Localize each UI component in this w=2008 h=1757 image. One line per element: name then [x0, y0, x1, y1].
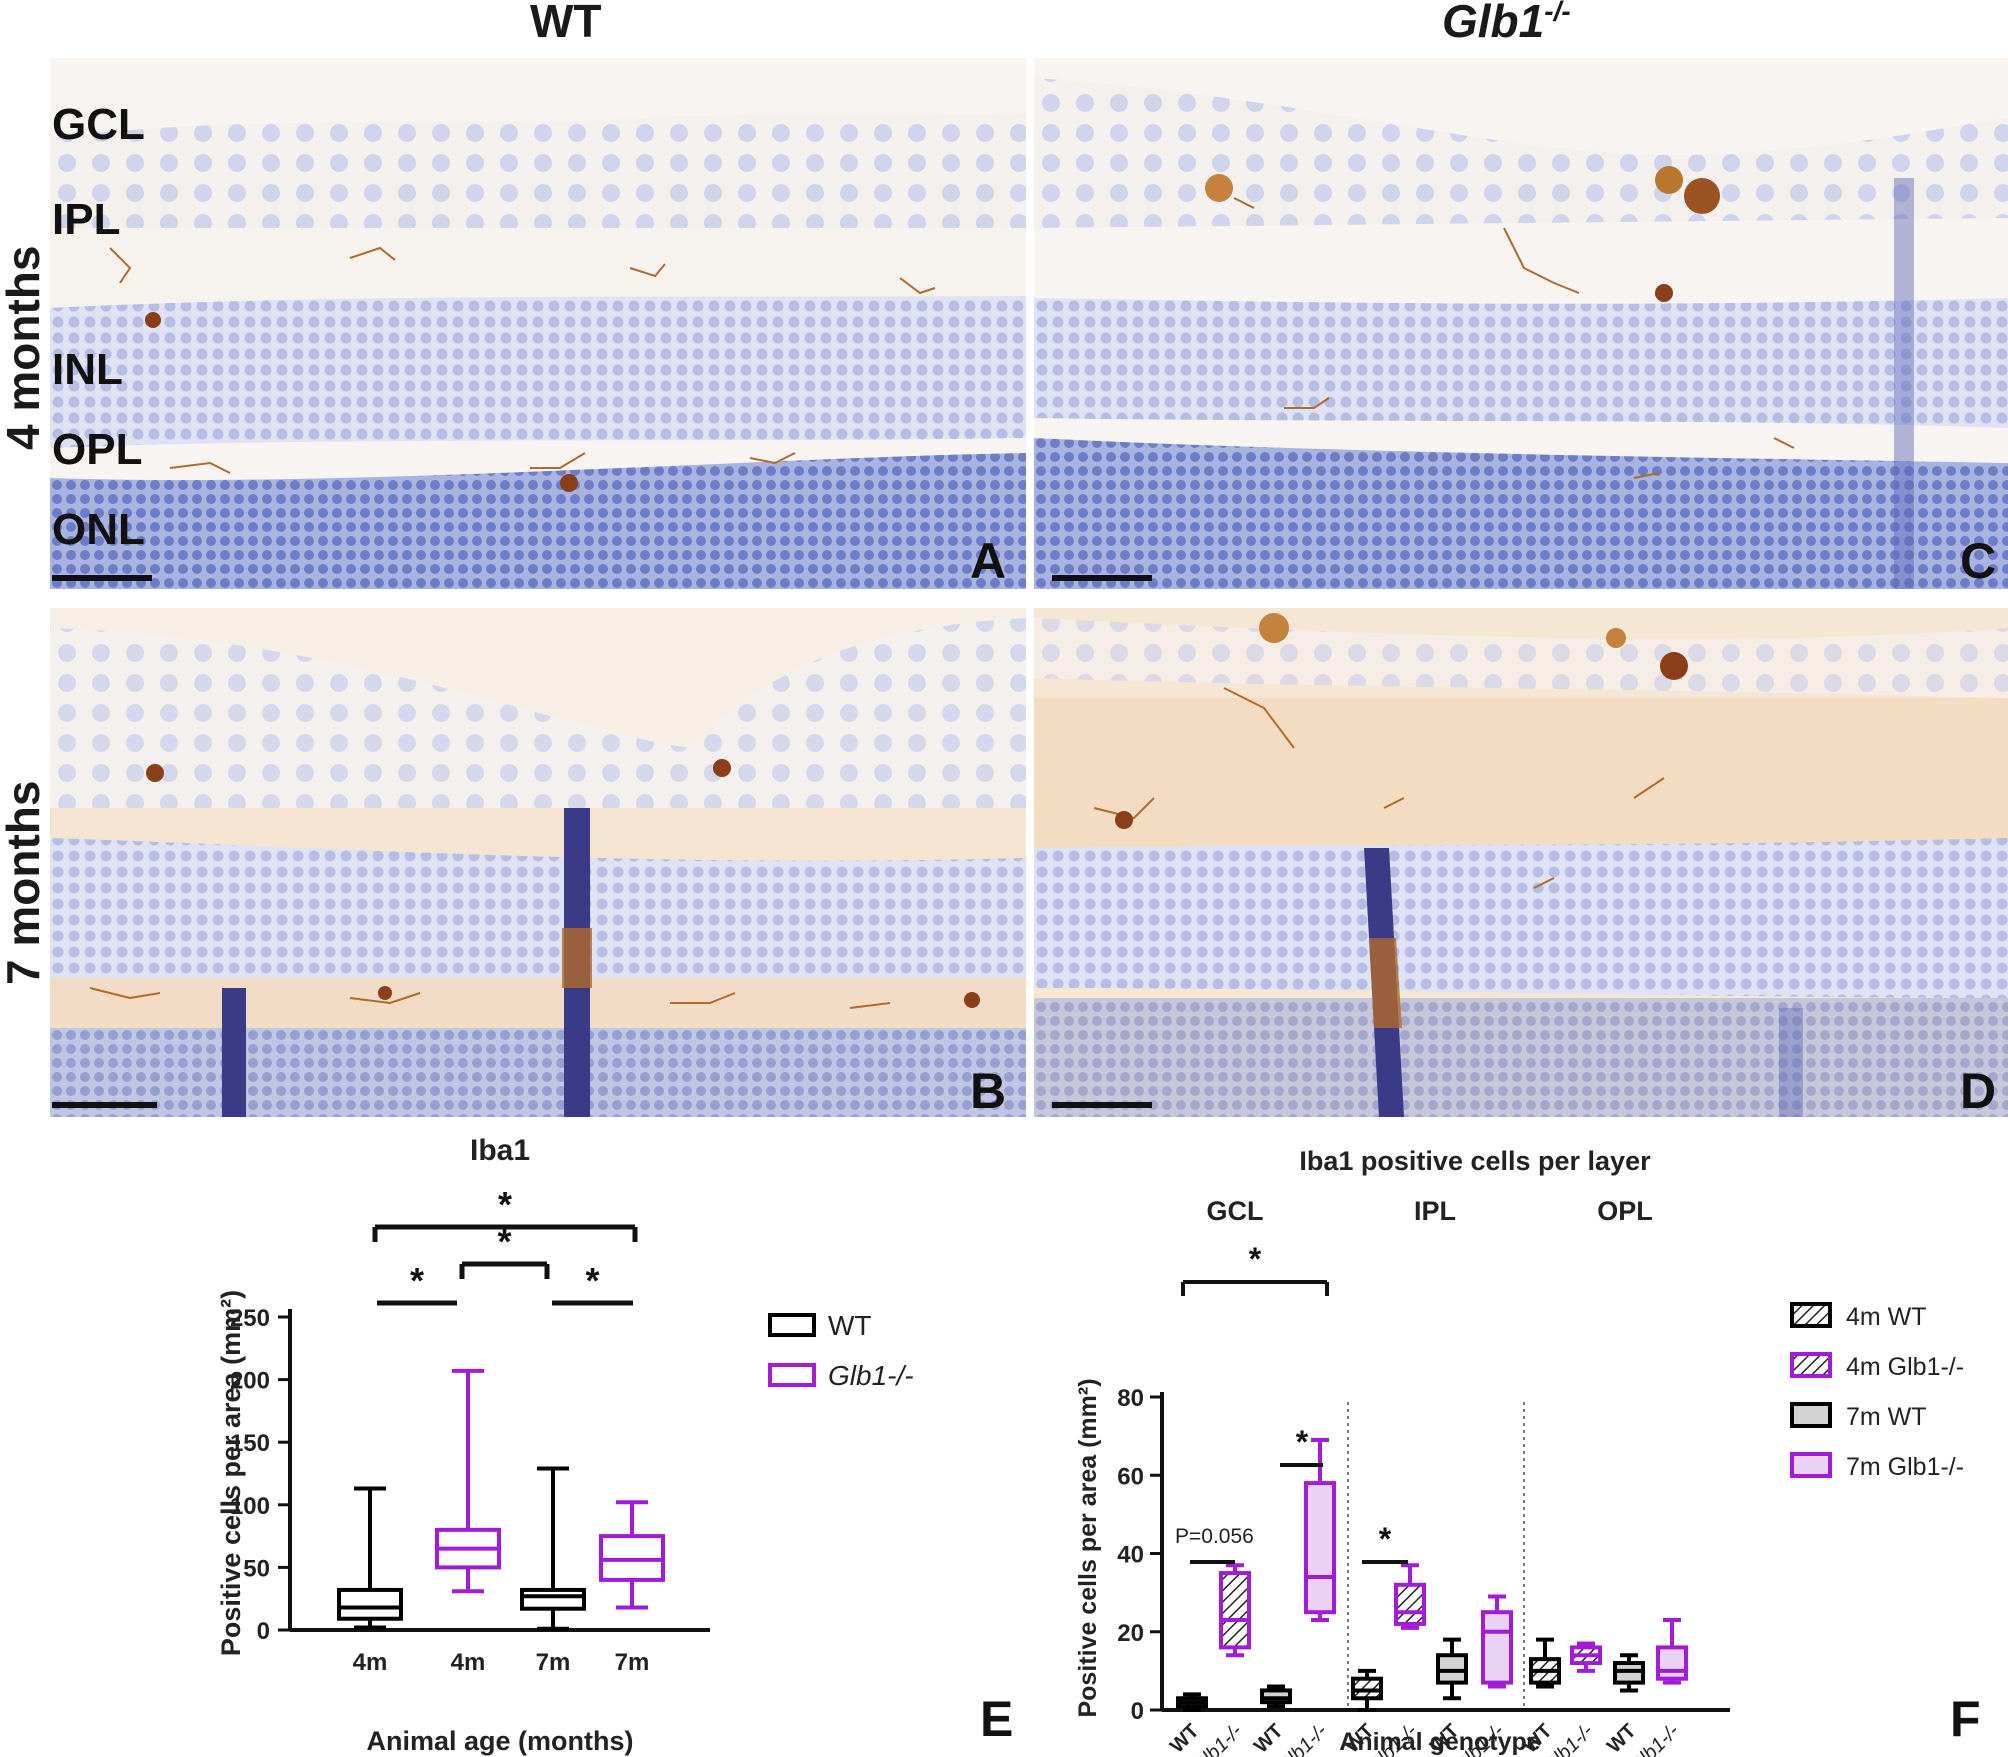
panel-letter-d: D [1960, 1063, 1997, 1119]
retina-section-c [1034, 58, 2008, 589]
chart-f-x-tick-label-wt: WT [1250, 1720, 1288, 1757]
chart-f-annotation-star: * [1249, 1241, 1262, 1277]
chart-f-y-tick-label: 60 [1117, 1463, 1144, 1490]
chart-e-y-tick-label: 50 [243, 1555, 270, 1582]
chart-f-x-tick-label-wt: WT [1603, 1720, 1641, 1757]
chart-f-y-tick-label: 80 [1117, 1385, 1144, 1412]
chart-e-y-tick-label: 100 [230, 1493, 270, 1520]
retina-section-d [1034, 608, 2008, 1117]
chart-f-annotation-pvalue: P=0.056 [1175, 1525, 1254, 1548]
retina-section-a [50, 58, 1026, 589]
layer-label-onl: ONL [52, 505, 145, 554]
micrograph-panel-c [1034, 58, 2008, 589]
chart-f-title: Iba1 positive cells per layer [1299, 1150, 1651, 1176]
chart-e-y-tick-label: 250 [230, 1305, 270, 1332]
chart-f-x-tick-label-wt: WT [1166, 1720, 1204, 1757]
chart-f-legend-swatch [1790, 1352, 1832, 1378]
chart-e-significance-star: * [497, 1221, 511, 1262]
panel-letter-f: F [1950, 1691, 1981, 1747]
layer-label-inl: INL [52, 345, 123, 394]
chart-e-y-tick-label: 200 [230, 1368, 270, 1395]
chart-e-significance-star: * [410, 1260, 424, 1301]
scale-bar-a [52, 575, 152, 581]
chart-e-y-axis-label: Positive cells per area (mm²) [216, 1290, 246, 1656]
row-label-7-months: 7 months [0, 780, 49, 985]
col-header-glb1-sup: -/- [1544, 0, 1571, 27]
chart-e-title: Iba1 [470, 1134, 530, 1167]
chart-f-layer-header-gcl: GCL [1207, 1196, 1264, 1226]
chart-f-box [1481, 1610, 1513, 1685]
chart-f-iba1-per-layer-boxplot: Iba1 positive cells per layer GCL IPL OPL 0 2… [1074, 1150, 1964, 1757]
chart-e-box [337, 1587, 403, 1621]
panel-letter-a: A [970, 533, 1007, 589]
scale-bar-b [52, 1102, 157, 1108]
col-header-glb1: Glb1-/- [1442, 0, 1571, 48]
chart-f-box [1219, 1571, 1251, 1650]
panel-letter-e: E [980, 1691, 1014, 1747]
micrograph-panel-d [1034, 608, 2008, 1117]
chart-f-annotation-star: * [1379, 1521, 1392, 1557]
chart-e-legend-wt-label: WT [828, 1310, 872, 1341]
chart-e-x-tick-label: 4m [353, 1649, 388, 1676]
chart-f-x-axis-label: Animal genotype [1339, 1728, 1541, 1756]
chart-f-legend-swatch [1790, 1302, 1832, 1328]
chart-f-legend-label: 7m WT [1846, 1403, 1927, 1431]
col-header-wt: WT [530, 0, 602, 47]
chart-f-y-tick-label: 0 [1131, 1698, 1144, 1725]
chart-f-legend-label: 4m Glb1-/- [1846, 1353, 1964, 1381]
micrograph-panel-b [50, 608, 1026, 1117]
chart-f-legend-swatch [1790, 1452, 1832, 1478]
panel-letter-b: B [970, 1063, 1007, 1119]
chart-e-x-tick-label: 7m [615, 1649, 650, 1676]
chart-e-significance-star: * [585, 1260, 599, 1301]
chart-e-y-tick-label: 0 [257, 1618, 270, 1645]
chart-f-legend-label: 4m WT [1846, 1303, 1927, 1331]
chart-f-box [1394, 1582, 1426, 1626]
layer-label-ipl: IPL [52, 195, 121, 244]
chart-f-y-tick-label: 40 [1117, 1542, 1144, 1569]
chart-f-box [1656, 1645, 1688, 1681]
scale-bar-c [1052, 575, 1152, 581]
chart-e-box [520, 1587, 586, 1611]
chart-f-legend-label: 7m Glb1-/- [1846, 1453, 1964, 1481]
chart-e-x-tick-label: 7m [536, 1649, 571, 1676]
col-header-glb1-base: Glb1 [1442, 0, 1545, 47]
chart-e-legend-glb1-label: Glb1-/- [828, 1360, 914, 1391]
chart-f-y-tick-label: 20 [1117, 1620, 1144, 1647]
chart-f-layer-header-ipl: IPL [1414, 1196, 1456, 1226]
chart-e-legend-wt-swatch [768, 1313, 816, 1337]
chart-e-x-tick-label: 4m [451, 1649, 486, 1676]
chart-e-x-axis-label: Animal age (months) [366, 1726, 633, 1756]
chart-f-box [1304, 1481, 1336, 1615]
scale-bar-d [1052, 1102, 1152, 1108]
panel-letter-c: C [1960, 533, 1997, 589]
chart-f-legend-swatch [1790, 1402, 1832, 1428]
chart-e-significance-star: * [498, 1184, 512, 1225]
retina-section-b [50, 608, 1026, 1117]
layer-label-opl: OPL [52, 425, 143, 474]
chart-f-annotation-star: * [1296, 1424, 1309, 1460]
layer-label-gcl: GCL [52, 100, 145, 149]
micrograph-panel-a [50, 58, 1026, 589]
chart-e-y-tick-label: 150 [230, 1430, 270, 1457]
chart-f-y-axis-label: Positive cells per area (mm²) [1074, 1378, 1102, 1717]
chart-e-legend-glb1-swatch [768, 1363, 816, 1387]
chart-f-layer-header-opl: OPL [1597, 1196, 1653, 1226]
row-label-4-months: 4 months [0, 245, 49, 450]
